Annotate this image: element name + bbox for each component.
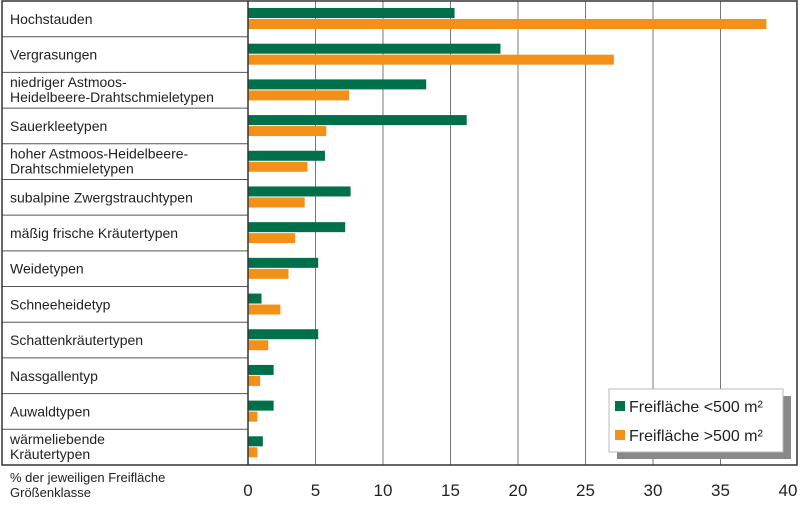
x-tick-label: 35 [711, 481, 730, 500]
bar-large-clearing [248, 161, 308, 172]
legend-swatch [615, 430, 625, 440]
bar-large-clearing [248, 197, 305, 208]
category-label: wärmeliebende [9, 431, 105, 447]
bar-large-clearing [248, 340, 269, 351]
bar-large-clearing [248, 268, 289, 279]
bar-large-clearing [248, 126, 327, 137]
x-axis-label: % der jeweiligen Freifläche [10, 470, 165, 485]
category-label: Schattenkräutertypen [10, 332, 143, 348]
category-label: Vergrasungen [10, 47, 97, 63]
bar-small-clearing [248, 364, 274, 375]
x-tick-label: 20 [509, 481, 528, 500]
category-label: Kräutertypen [10, 446, 90, 462]
bar-small-clearing [248, 8, 455, 18]
bar-large-clearing [248, 54, 614, 65]
x-tick-label: 15 [441, 481, 460, 500]
legend-label: Freifläche <500 m² [629, 399, 764, 416]
bar-large-clearing [248, 447, 258, 458]
bar-small-clearing [248, 150, 325, 161]
category-label: Nassgallentyp [10, 368, 98, 384]
category-label: Schneeheidetyp [10, 296, 111, 312]
bar-small-clearing [248, 222, 346, 233]
bar-large-clearing [248, 19, 767, 29]
x-tick-label: 0 [243, 481, 252, 500]
category-label: Sauerkleetypen [10, 118, 107, 134]
legend-swatch [615, 401, 625, 411]
category-label: hoher Astmoos-Heidelbeere- [10, 146, 189, 162]
bar-small-clearing [248, 436, 263, 447]
bar-small-clearing [248, 115, 467, 126]
legend-label: Freifläche >500 m² [629, 428, 764, 445]
category-label: subalpine Zwergstrauchtypen [10, 189, 193, 205]
bar-large-clearing [248, 233, 296, 244]
category-label: Hochstauden [10, 11, 93, 27]
x-tick-label: 5 [311, 481, 320, 500]
bar-small-clearing [248, 257, 319, 268]
category-label: Weidetypen [10, 261, 84, 277]
category-label: Auwaldtypen [10, 403, 90, 419]
bar-large-clearing [248, 90, 350, 101]
category-label: mäßig frische Kräutertypen [10, 225, 178, 241]
x-tick-label: 25 [576, 481, 595, 500]
legend-box [608, 388, 784, 453]
bar-small-clearing [248, 43, 501, 54]
x-tick-label: 10 [374, 481, 393, 500]
x-tick-label: 30 [644, 481, 663, 500]
bar-small-clearing [248, 79, 427, 90]
chart-frame [1, 0, 798, 466]
category-label: niedriger Astmoos- [10, 74, 127, 90]
bar-large-clearing [248, 375, 261, 386]
x-axis-label: Größenklasse [10, 485, 91, 500]
x-tick-label: 40 [779, 481, 798, 500]
category-label: Heidelbeere-Drahtschmieletypen [10, 89, 214, 105]
bar-large-clearing [248, 304, 281, 315]
bar-small-clearing [248, 186, 351, 197]
bar-small-clearing [248, 329, 319, 340]
bar-small-clearing [248, 400, 274, 411]
bar-large-clearing [248, 411, 258, 422]
bar-small-clearing [248, 293, 262, 304]
category-label: Drahtschmieletypen [10, 161, 134, 177]
